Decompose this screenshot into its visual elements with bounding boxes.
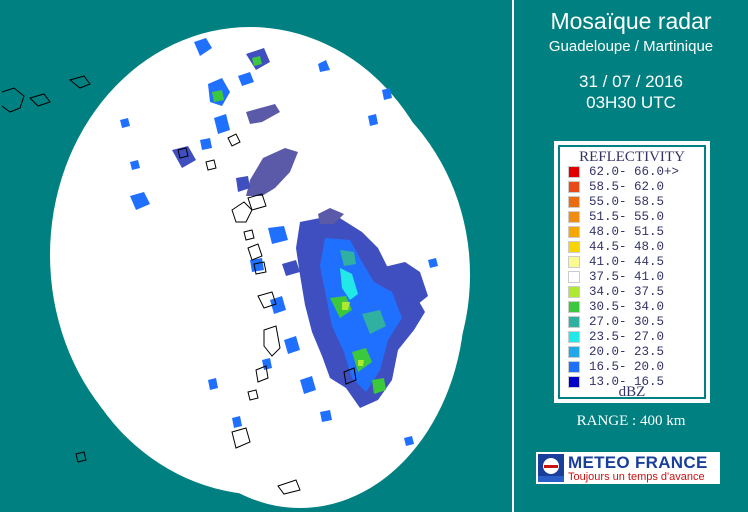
meteo-france-logo: METEO FRANCE Toujours un temps d'avance [536,452,720,484]
legend-range: 20.0- 23.5 [589,345,665,359]
legend-range: 58.5- 62.0 [589,180,665,194]
range-label: RANGE : 400 km [576,413,686,429]
legend-range: 48.0- 51.5 [589,225,665,239]
legend-swatch [568,376,580,388]
legend-item: 41.0- 44.5 [568,255,708,270]
reflectivity-legend: REFLECTIVITY 62.0- 66.0+> 58.5- 62.0 55.0-… [554,141,710,403]
legend-item: 44.5- 48.0 [568,240,708,255]
observation-time: 03H30 UTC [586,93,676,112]
legend-swatch [568,301,580,313]
observation-date: 31 / 07 / 2016 [579,72,683,91]
legend-range: 62.0- 66.0+> [589,165,680,179]
legend-swatch [568,331,580,343]
legend-swatch [568,346,580,358]
legend-item: 62.0- 66.0+> [568,165,708,180]
legend-item: 55.0- 58.5 [568,195,708,210]
legend-swatch [568,226,580,238]
legend-item: 20.0- 23.5 [568,345,708,360]
legend-item: 34.0- 37.5 [568,285,708,300]
legend-swatch [568,241,580,253]
legend-item: 51.5- 55.0 [568,210,708,225]
legend-swatch [568,196,580,208]
legend-swatch [568,256,580,268]
legend-swatch [568,271,580,283]
legend-swatch [568,286,580,298]
legend-swatch [568,166,580,178]
legend-range: 37.5- 41.0 [589,270,665,284]
radar-coverage [50,27,470,508]
legend-range: 44.5- 48.0 [589,240,665,254]
legend-range: 16.5- 20.0 [589,360,665,374]
legend-swatch [568,181,580,193]
logo-tagline: Toujours un temps d'avance [568,471,705,483]
legend-item: 48.0- 51.5 [568,225,708,240]
legend-item: 58.5- 62.0 [568,180,708,195]
legend-item: 30.5- 34.0 [568,300,708,315]
legend-range: 51.5- 55.0 [589,210,665,224]
legend-title: REFLECTIVITY [579,149,685,165]
panel-divider [512,0,514,512]
legend-item: 16.5- 20.0 [568,360,708,375]
legend-item: 23.5- 27.0 [568,330,708,345]
map-title: Mosaïque radar [550,8,712,34]
legend-range: 30.5- 34.0 [589,300,665,314]
legend-range: 23.5- 27.0 [589,330,665,344]
legend-range: 13.0- 16.5 [589,375,665,389]
legend-range: 41.0- 44.5 [589,255,665,269]
legend-item: 13.0- 16.5 [568,375,708,390]
meteo-france-logo-icon [538,454,564,482]
logo-name: METEO FRANCE [568,453,708,472]
map-subtitle: Guadeloupe / Martinique [548,38,714,55]
island-coastlines [1,75,357,495]
legend-swatch [568,211,580,223]
legend-item: 27.0- 30.5 [568,315,708,330]
legend-swatch [568,316,580,328]
legend-range: 34.0- 37.5 [589,285,665,299]
info-panel: Mosaïque radar Guadeloupe / Martinique 3… [514,0,748,512]
radar-map [1,27,470,508]
legend-item: 37.5- 41.0 [568,270,708,285]
legend-range: 27.0- 30.5 [589,315,665,329]
legend-range: 55.0- 58.5 [589,195,665,209]
legend-unit: dBZ [618,384,646,400]
precipitation-echoes [120,38,438,446]
legend-swatch [568,361,580,373]
